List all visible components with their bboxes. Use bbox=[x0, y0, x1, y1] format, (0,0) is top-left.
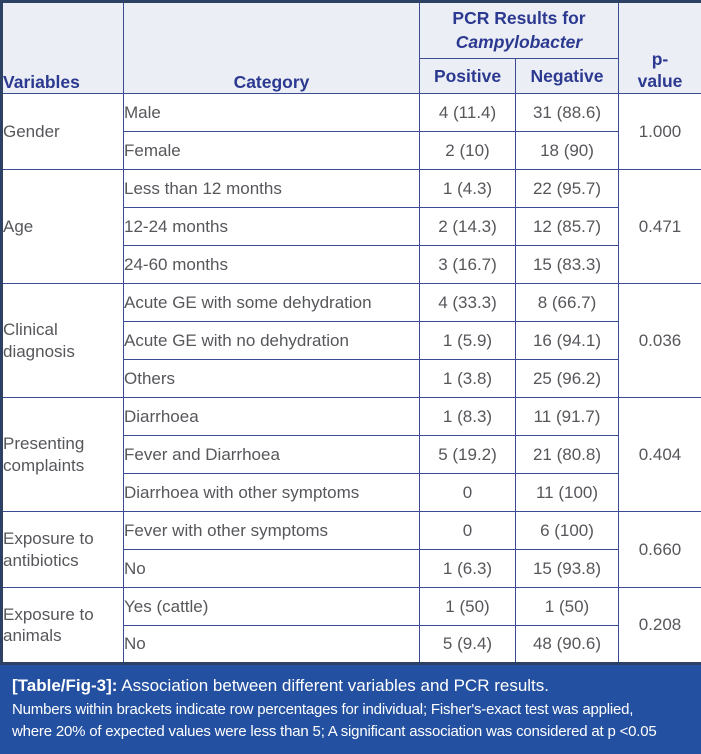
caption-note-line: where 20% of expected values were less t… bbox=[12, 721, 689, 743]
positive-count-cell: 2 (10) bbox=[420, 132, 516, 170]
caption-notes: Numbers within brackets indicate row per… bbox=[12, 699, 689, 743]
positive-count-cell: 4 (33.3) bbox=[420, 284, 516, 322]
negative-count-cell: 1 (50) bbox=[516, 588, 619, 626]
positive-count-cell: 1 (4.3) bbox=[420, 170, 516, 208]
column-header-negative: Negative bbox=[516, 59, 619, 94]
negative-count-cell: 6 (100) bbox=[516, 512, 619, 550]
negative-count-cell: 16 (94.1) bbox=[516, 322, 619, 360]
table-caption: [Table/Fig-3]: Association between diffe… bbox=[0, 665, 701, 754]
positive-count-cell: 5 (19.2) bbox=[420, 436, 516, 474]
variable-cell: Exposure to antibiotics bbox=[2, 512, 124, 588]
positive-count-cell: 3 (16.7) bbox=[420, 246, 516, 284]
table-header: Variables Category PCR Results for Campy… bbox=[2, 2, 701, 94]
column-header-positive: Positive bbox=[420, 59, 516, 94]
column-header-pcr-group: PCR Results for Campylobacter bbox=[420, 2, 619, 59]
positive-count-cell: 5 (9.4) bbox=[420, 626, 516, 664]
p-value-cell: 1.000 bbox=[619, 94, 701, 170]
category-cell: No bbox=[124, 550, 420, 588]
column-header-variables: Variables bbox=[2, 2, 124, 94]
positive-count-cell: 1 (8.3) bbox=[420, 398, 516, 436]
caption-note-line: Numbers within brackets indicate row per… bbox=[12, 699, 689, 721]
negative-count-cell: 11 (91.7) bbox=[516, 398, 619, 436]
caption-title: Association between different variables … bbox=[121, 676, 549, 695]
category-cell: Acute GE with some dehydration bbox=[124, 284, 420, 322]
positive-count-cell: 1 (50) bbox=[420, 588, 516, 626]
p-value-cell: 0.471 bbox=[619, 170, 701, 284]
category-cell: Less than 12 months bbox=[124, 170, 420, 208]
positive-count-cell: 1 (3.8) bbox=[420, 360, 516, 398]
positive-count-cell: 0 bbox=[420, 474, 516, 512]
negative-count-cell: 22 (95.7) bbox=[516, 170, 619, 208]
category-cell: Fever and Diarrhoea bbox=[124, 436, 420, 474]
category-cell: 24-60 months bbox=[124, 246, 420, 284]
results-table: Variables Category PCR Results for Campy… bbox=[0, 0, 701, 665]
positive-count-cell: 0 bbox=[420, 512, 516, 550]
column-header-p-value: p- value bbox=[619, 2, 701, 94]
column-header-category: Category bbox=[124, 2, 420, 94]
p-value-cell: 0.208 bbox=[619, 588, 701, 664]
negative-count-cell: 15 (83.3) bbox=[516, 246, 619, 284]
positive-count-cell: 1 (6.3) bbox=[420, 550, 516, 588]
positive-count-cell: 2 (14.3) bbox=[420, 208, 516, 246]
variable-cell: Exposure to animals bbox=[2, 588, 124, 664]
caption-title-line: [Table/Fig-3]: Association between diffe… bbox=[12, 674, 689, 698]
p-value-label-line1: p- bbox=[652, 49, 669, 69]
variable-cell: Gender bbox=[2, 94, 124, 170]
positive-count-cell: 4 (11.4) bbox=[420, 94, 516, 132]
negative-count-cell: 25 (96.2) bbox=[516, 360, 619, 398]
category-cell: Others bbox=[124, 360, 420, 398]
category-cell: Male bbox=[124, 94, 420, 132]
variable-cell: Presenting complaints bbox=[2, 398, 124, 512]
negative-count-cell: 8 (66.7) bbox=[516, 284, 619, 322]
negative-count-cell: 12 (85.7) bbox=[516, 208, 619, 246]
category-cell: Female bbox=[124, 132, 420, 170]
p-value-cell: 0.660 bbox=[619, 512, 701, 588]
pcr-group-label-line1: PCR Results for bbox=[452, 8, 585, 28]
category-cell: 12-24 months bbox=[124, 208, 420, 246]
variable-cell: Clinical diagnosis bbox=[2, 284, 124, 398]
pcr-group-label-line2: Campylobacter bbox=[456, 32, 582, 52]
caption-label: [Table/Fig-3]: bbox=[12, 676, 117, 695]
p-value-cell: 0.036 bbox=[619, 284, 701, 398]
negative-count-cell: 21 (80.8) bbox=[516, 436, 619, 474]
header-row-top: Variables Category PCR Results for Campy… bbox=[2, 2, 701, 59]
category-cell: No bbox=[124, 626, 420, 664]
category-cell: Acute GE with no dehydration bbox=[124, 322, 420, 360]
category-cell: Fever with other symptoms bbox=[124, 512, 420, 550]
category-cell: Yes (cattle) bbox=[124, 588, 420, 626]
negative-count-cell: 11 (100) bbox=[516, 474, 619, 512]
negative-count-cell: 31 (88.6) bbox=[516, 94, 619, 132]
p-value-label-line2: value bbox=[638, 71, 683, 91]
negative-count-cell: 15 (93.8) bbox=[516, 550, 619, 588]
category-cell: Diarrhoea bbox=[124, 398, 420, 436]
p-value-cell: 0.404 bbox=[619, 398, 701, 512]
positive-count-cell: 1 (5.9) bbox=[420, 322, 516, 360]
negative-count-cell: 18 (90) bbox=[516, 132, 619, 170]
category-cell: Diarrhoea with other symptoms bbox=[124, 474, 420, 512]
variable-cell: Age bbox=[2, 170, 124, 284]
negative-count-cell: 48 (90.6) bbox=[516, 626, 619, 664]
